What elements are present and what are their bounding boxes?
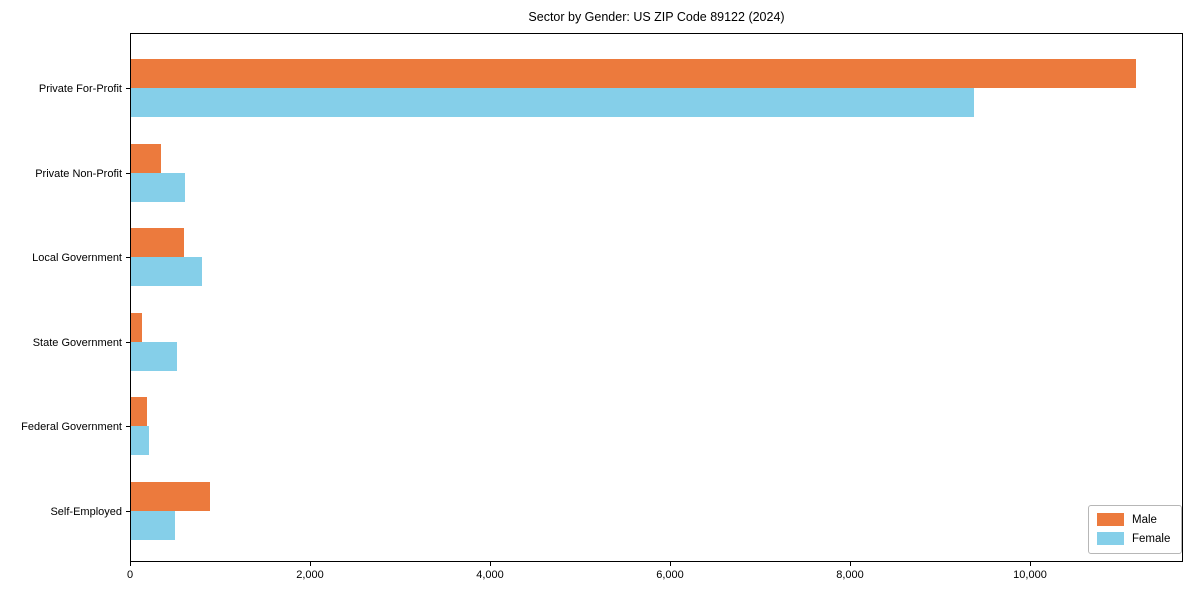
bar-female-local-government — [131, 257, 203, 286]
legend-label-female: Female — [1132, 532, 1171, 545]
y-tick-label-self-employed: Self-Employed — [50, 505, 122, 518]
y-tick-self-employed — [126, 510, 130, 512]
x-tick-label-4000: 4,000 — [476, 569, 504, 581]
y-tick-local-government — [126, 257, 130, 258]
x-tick-label-6000: 6,000 — [656, 569, 684, 581]
bar-male-local-government — [131, 228, 185, 257]
bar-male-self-employed — [131, 481, 211, 511]
y-tick-label-federal-government: Federal Government — [21, 421, 122, 433]
bar-male-private-for-profit — [131, 59, 1137, 88]
y-tick-private-for-profit — [126, 88, 130, 89]
legend-label-male: Male — [1132, 513, 1157, 526]
x-tick-8000 — [850, 562, 851, 566]
legend: Male Female — [1088, 505, 1182, 554]
legend-row-female: Female — [1097, 532, 1181, 545]
y-tick-label-local-government: Local Government — [32, 252, 122, 264]
legend-row-male: Male — [1097, 513, 1181, 526]
bar-female-private-for-profit — [131, 88, 975, 117]
y-tick-state-government — [126, 341, 130, 343]
bar-female-self-employed — [131, 510, 176, 540]
legend-swatch-female — [1097, 532, 1124, 545]
x-tick-0 — [130, 562, 131, 566]
x-tick-label-2000: 2,000 — [296, 569, 324, 581]
y-tick-federal-government — [126, 426, 130, 427]
bar-female-private-non-profit — [131, 172, 185, 202]
bar-male-private-non-profit — [131, 143, 161, 173]
x-tick-label-8000: 8,000 — [836, 569, 864, 581]
bar-male-federal-government — [131, 397, 148, 426]
legend-swatch-male — [1097, 513, 1124, 526]
y-tick-label-private-non-profit: Private Non-Profit — [35, 167, 122, 180]
x-tick-4000 — [490, 562, 491, 566]
x-tick-6000 — [670, 562, 671, 566]
x-tick-label-10000: 10,000 — [1013, 569, 1047, 581]
bar-male-state-government — [131, 312, 142, 342]
plot-area — [130, 33, 1183, 562]
y-tick-label-private-for-profit: Private For-Profit — [38, 83, 122, 95]
y-tick-label-state-government: State Government — [32, 336, 122, 349]
bar-female-federal-government — [131, 426, 149, 455]
x-tick-10000 — [1030, 562, 1031, 566]
y-tick-private-non-profit — [126, 172, 130, 174]
x-tick-2000 — [310, 562, 311, 566]
bar-female-state-government — [131, 341, 177, 371]
chart-title: Sector by Gender: US ZIP Code 89122 (202… — [528, 10, 785, 24]
x-tick-label-0: 0 — [126, 569, 134, 581]
